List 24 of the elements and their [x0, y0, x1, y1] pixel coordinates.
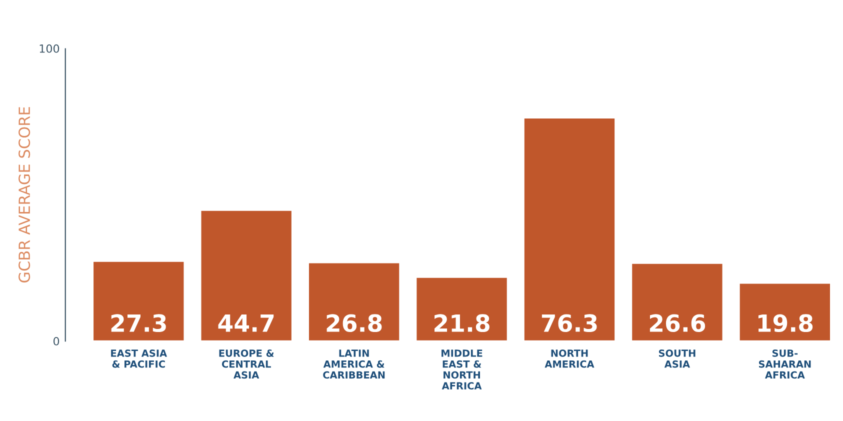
- bar: [630, 262, 724, 342]
- x-tick-label: SOUTH ASIA: [658, 350, 696, 368]
- x-tick-label: LATIN AMERICA & CARIBBEAN: [323, 350, 385, 379]
- bar: [92, 260, 186, 342]
- x-tick-label: MIDDLE EAST & NORTH AFRICA: [442, 350, 482, 390]
- data-label: 27.3: [111, 314, 166, 332]
- bar: [523, 117, 616, 342]
- x-tick-label: EUROPE & CENTRAL ASIA: [219, 350, 274, 379]
- x-tick-label: EAST ASIA & PACIFIC: [111, 350, 168, 368]
- data-label: 19.8: [758, 314, 813, 332]
- y-tick-label: 100: [40, 44, 60, 53]
- bar: [415, 276, 508, 342]
- y-tick-label: 0: [53, 336, 60, 346]
- bar: [738, 282, 832, 342]
- data-label: 76.3: [542, 314, 597, 332]
- data-label: 44.7: [218, 314, 274, 332]
- y-axis-title: GCBR AVERAGE SCORE: [18, 107, 30, 282]
- bar: [308, 262, 401, 342]
- data-label: 26.6: [650, 314, 706, 332]
- x-tick-label: SUB- SAHARAN AFRICA: [758, 350, 811, 379]
- data-label: 21.8: [434, 314, 490, 332]
- x-tick-label: NORTH AMERICA: [544, 350, 594, 368]
- bar: [200, 210, 293, 342]
- data-label: 26.8: [326, 314, 382, 332]
